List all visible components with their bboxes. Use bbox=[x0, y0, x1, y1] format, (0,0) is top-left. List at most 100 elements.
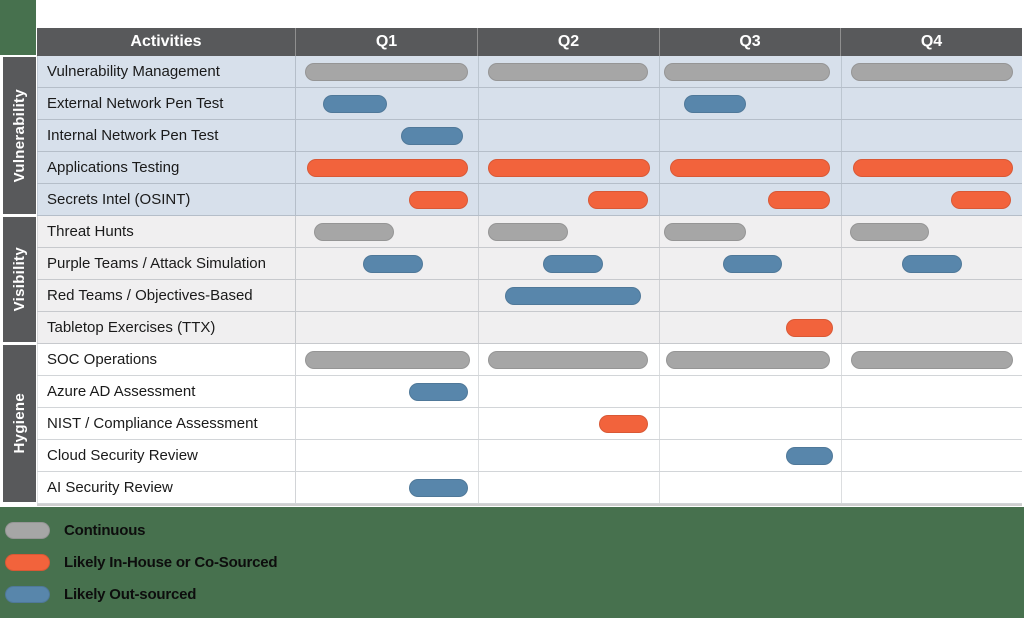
activity-label: Threat Hunts bbox=[37, 216, 296, 247]
activity-row: SOC Operations bbox=[37, 344, 1022, 376]
gantt-bar-in-house bbox=[951, 191, 1012, 209]
quarter-separator bbox=[840, 344, 842, 375]
group-label: Vulnerability bbox=[11, 88, 28, 183]
quarter-bars bbox=[296, 88, 1022, 119]
gantt-bar-in-house bbox=[786, 319, 834, 337]
gantt-bar-out-sourced bbox=[504, 287, 641, 305]
legend-item: Likely In-House or Co-Sourced bbox=[5, 554, 278, 571]
quarter-separator bbox=[840, 184, 842, 215]
quarter-separator bbox=[477, 408, 479, 439]
quarter-separator bbox=[477, 472, 479, 503]
quarter-separator bbox=[477, 312, 479, 343]
quarter-separator bbox=[477, 216, 479, 247]
legend-item: Continuous bbox=[5, 522, 277, 539]
quarter-separator bbox=[477, 376, 479, 407]
quarter-bars bbox=[296, 120, 1022, 151]
group-label: Visibility bbox=[11, 247, 28, 312]
activity-row: NIST / Compliance Assessment bbox=[37, 408, 1022, 440]
activity-label: Secrets Intel (OSINT) bbox=[37, 184, 296, 215]
gantt-bar-continuous bbox=[314, 223, 394, 241]
header-q3: Q3 bbox=[660, 28, 841, 56]
activity-row: Threat Hunts bbox=[37, 216, 1022, 248]
legend-item: Likely Out-sourced bbox=[5, 586, 277, 603]
activity-row: Red Teams / Objectives-Based bbox=[37, 280, 1022, 312]
gantt-bar-continuous bbox=[664, 63, 830, 81]
quarter-bars bbox=[296, 248, 1022, 279]
activity-row: Vulnerability Management bbox=[37, 56, 1022, 88]
quarter-bars bbox=[296, 184, 1022, 215]
footer-band bbox=[0, 507, 1024, 618]
quarter-bars bbox=[296, 56, 1022, 87]
gantt-bar-in-house bbox=[408, 191, 469, 209]
gantt-bar-continuous bbox=[488, 63, 649, 81]
activity-label: Red Teams / Objectives-Based bbox=[37, 280, 296, 311]
quarter-separator bbox=[659, 376, 660, 407]
gantt-bar-in-house bbox=[767, 191, 830, 209]
activity-label: NIST / Compliance Assessment bbox=[37, 408, 296, 439]
gantt-bar-out-sourced bbox=[722, 255, 783, 273]
gantt-bar-continuous bbox=[305, 351, 471, 369]
quarter-separator bbox=[659, 56, 660, 87]
activity-label: Internal Network Pen Test bbox=[37, 120, 296, 151]
gantt-table: Activities Q1 Q2 Q3 Q4 Vulnerability Man… bbox=[37, 28, 1022, 506]
quarter-bars bbox=[296, 440, 1022, 471]
quarter-separator bbox=[840, 440, 842, 471]
quarter-bars bbox=[296, 152, 1022, 183]
table-rows: Vulnerability Management External Network… bbox=[37, 56, 1022, 504]
quarter-separator bbox=[659, 280, 660, 311]
quarter-separator bbox=[659, 120, 660, 151]
quarter-separator bbox=[659, 152, 660, 183]
activity-label: External Network Pen Test bbox=[37, 88, 296, 119]
quarter-separator bbox=[840, 88, 842, 119]
quarter-separator bbox=[659, 248, 660, 279]
activity-label: Tabletop Exercises (TTX) bbox=[37, 312, 296, 343]
quarter-separator bbox=[659, 88, 660, 119]
corner-accent-block bbox=[0, 0, 36, 55]
quarter-separator bbox=[477, 184, 479, 215]
quarter-separator bbox=[477, 280, 479, 311]
gantt-bar-in-house bbox=[306, 159, 469, 177]
activity-row: Applications Testing bbox=[37, 152, 1022, 184]
activity-row: Secrets Intel (OSINT) bbox=[37, 184, 1022, 216]
quarter-separator bbox=[659, 344, 660, 375]
gantt-bar-out-sourced bbox=[408, 383, 469, 401]
quarter-separator bbox=[659, 440, 660, 471]
quarter-separator bbox=[659, 312, 660, 343]
quarter-separator bbox=[840, 216, 842, 247]
group-strip-vulnerability: Vulnerability bbox=[3, 57, 36, 214]
gantt-bar-out-sourced bbox=[684, 95, 747, 113]
activity-label: Azure AD Assessment bbox=[37, 376, 296, 407]
gantt-bar-continuous bbox=[664, 223, 747, 241]
gantt-bar-in-house bbox=[488, 159, 650, 177]
quarter-bars bbox=[296, 312, 1022, 343]
activity-label: Purple Teams / Attack Simulation bbox=[37, 248, 296, 279]
gantt-bar-in-house bbox=[853, 159, 1013, 177]
quarter-bars bbox=[296, 376, 1022, 407]
gantt-bar-in-house bbox=[669, 159, 830, 177]
table-header: Activities Q1 Q2 Q3 Q4 bbox=[37, 28, 1022, 56]
quarter-bars bbox=[296, 280, 1022, 311]
quarter-separator bbox=[477, 248, 479, 279]
legend: Continuous Likely In-House or Co-Sourced L… bbox=[5, 522, 278, 618]
gantt-bar-out-sourced bbox=[408, 479, 469, 497]
gantt-bar-in-house bbox=[588, 191, 649, 209]
quarter-separator bbox=[659, 472, 660, 503]
quarter-bars bbox=[296, 472, 1022, 503]
quarter-separator bbox=[840, 472, 842, 503]
group-label: Hygiene bbox=[11, 393, 28, 454]
header-activities: Activities bbox=[37, 28, 296, 56]
quarter-separator bbox=[477, 344, 479, 375]
quarter-bars bbox=[296, 344, 1022, 375]
legend-pill-out-sourced bbox=[5, 586, 50, 603]
header-q2: Q2 bbox=[478, 28, 660, 56]
legend-pill-continuous bbox=[5, 522, 50, 539]
gantt-bar-in-house bbox=[599, 415, 649, 433]
gantt-bar-out-sourced bbox=[786, 447, 834, 465]
gantt-bar-continuous bbox=[666, 351, 830, 369]
legend-label: Likely In-House or Co-Sourced bbox=[64, 554, 278, 571]
gantt-bar-continuous bbox=[851, 63, 1013, 81]
quarter-separator bbox=[840, 312, 842, 343]
legend-pill-in-house bbox=[5, 554, 50, 571]
quarter-separator bbox=[477, 152, 479, 183]
